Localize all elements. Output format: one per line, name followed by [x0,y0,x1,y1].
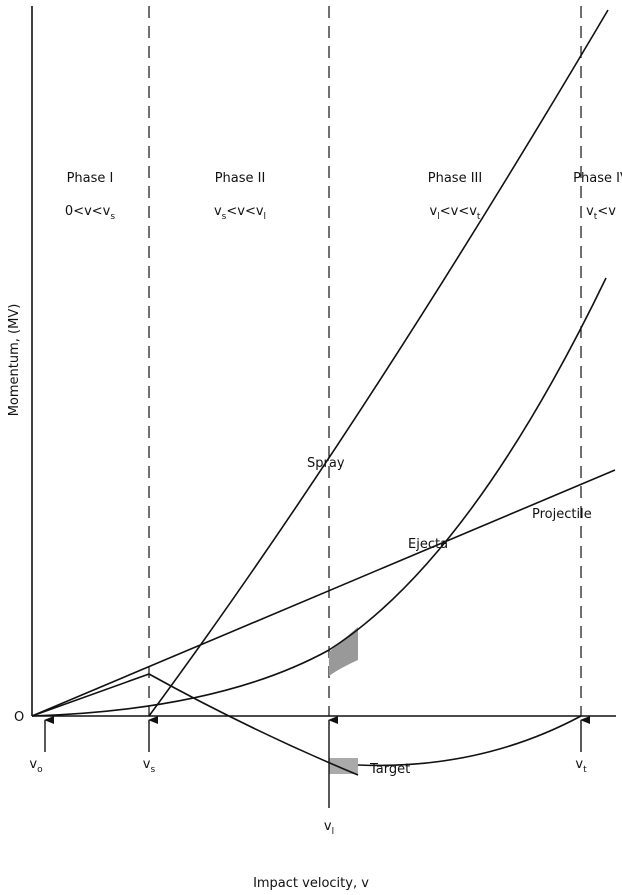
phase-condition: 0<v<vs [65,204,115,222]
subscript: l [332,827,335,837]
spray-label: Spray [307,456,345,471]
text-part: <v<v [226,204,263,219]
text-part: v [143,757,151,772]
text-part: v [324,819,332,834]
text-part: 0<v<v [65,204,111,219]
phase-name: Phase III [428,171,482,186]
x-axis-label: Impact velocity, v [253,876,369,891]
subscript: t [594,212,598,222]
y-axis-label: Momentum, (MV) [7,304,22,417]
phase-condition: vl<v<vt [430,204,481,222]
phase-condition: vs<v<vl [214,204,266,222]
projectile-curve [31,469,616,717]
target-curve [357,715,582,767]
target-label: Target [369,762,410,777]
decline-curve [31,673,359,776]
subscript: s [151,765,156,775]
subscript: l [437,212,440,222]
origin-label: O [14,710,24,725]
phase-name: Phase IV [573,171,622,186]
ejecta-label: Ejecta [408,537,448,552]
subscript: s [222,212,227,222]
subscript: o [37,765,43,775]
text-part: v [214,204,222,219]
text-part: v [575,757,583,772]
velocity-label: vl [324,819,334,837]
velocity-label: vo [29,757,43,775]
subscript: t [477,212,481,222]
phase-name: Phase I [67,171,114,186]
phase-condition: vt<v [586,204,616,222]
text-part: <v<v [440,204,477,219]
text-part: v [586,204,594,219]
subscript: l [264,212,267,222]
target-shade-box [329,758,358,774]
text-part: <v [597,204,616,219]
subscript: s [110,212,115,222]
phase-name: Phase II [215,171,266,186]
projectile-label: Projectile [532,507,592,522]
velocity-label: vt [575,757,587,775]
text-part: v [29,757,37,772]
text-part: v [430,204,438,219]
velocity-label: vs [143,757,156,775]
ejecta-shade [329,627,358,676]
spray-curve [148,9,609,717]
ejecta-curve [31,277,607,717]
subscript: t [583,765,587,775]
